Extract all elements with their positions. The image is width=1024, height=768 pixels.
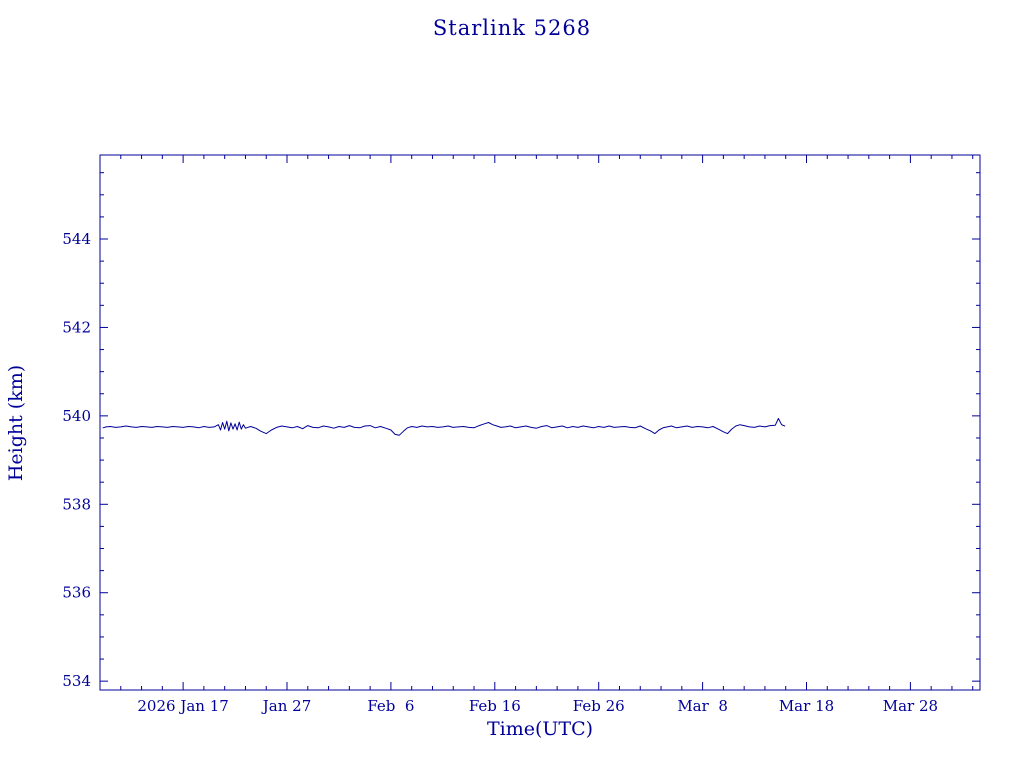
y-tick-label: 536 xyxy=(62,584,91,602)
x-tick-label: Mar 18 xyxy=(779,697,834,715)
y-tick-label: 542 xyxy=(62,318,91,336)
x-tick-label: Mar 28 xyxy=(883,697,938,715)
y-tick-label: 544 xyxy=(62,230,91,248)
y-tick-label: 540 xyxy=(62,407,91,425)
y-tick-label: 538 xyxy=(62,495,91,513)
data-line-height xyxy=(102,418,786,436)
x-axis-label: Time(UTC) xyxy=(486,718,594,740)
y-tick-label: 534 xyxy=(62,672,91,690)
plot-frame xyxy=(99,154,981,691)
x-tick-label: Jan 27 xyxy=(261,697,311,715)
x-tick-label: Feb 16 xyxy=(469,697,521,715)
x-tick-label: Mar 8 xyxy=(677,697,728,715)
y-axis-label: Height (km) xyxy=(5,364,27,482)
x-tick-label: Feb 6 xyxy=(367,697,414,715)
chart-title: Starlink 5268 xyxy=(432,16,592,40)
x-tick-label: 2026 Jan 17 xyxy=(137,697,228,715)
x-tick-label: Feb 26 xyxy=(573,697,625,715)
